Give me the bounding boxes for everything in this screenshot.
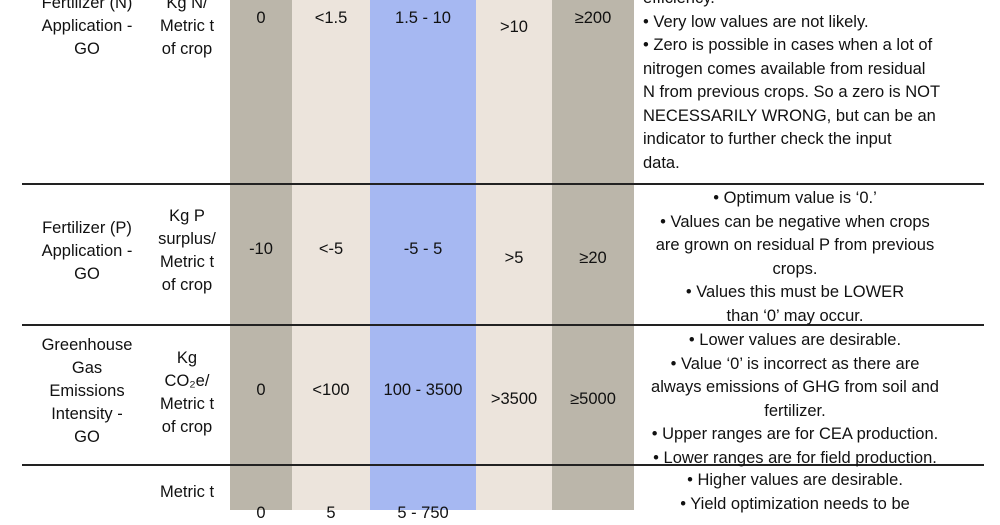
unit-line: CO₂e/ bbox=[164, 372, 210, 390]
unit-line: Kg P bbox=[169, 207, 205, 225]
unit-cell: Kg P surplus/ Metric t of crop bbox=[152, 201, 222, 301]
document-page: Fertilizer (N) Application - GO Kg N/ Me… bbox=[22, 0, 984, 522]
indicator-line: Fertilizer (N) bbox=[41, 0, 133, 12]
row-divider bbox=[22, 183, 984, 185]
value-cell-1: -10 bbox=[249, 239, 273, 258]
column-shade-2 bbox=[292, 0, 370, 510]
note-line: fertilizer. bbox=[764, 401, 826, 420]
value-cell-4: >3500 bbox=[490, 389, 538, 408]
unit-line: Metric t bbox=[159, 395, 215, 413]
value-cell-1: 0 bbox=[256, 8, 266, 27]
value-cell-4: >10 bbox=[500, 17, 528, 36]
unit-line: Kg bbox=[176, 349, 198, 367]
note-line: • Values can be negative when crops bbox=[660, 212, 930, 231]
column-shade-3 bbox=[370, 0, 476, 510]
notes-cell: • Higher values are desirable. • Yield o… bbox=[640, 469, 950, 516]
unit-cell: Metric t bbox=[152, 480, 222, 504]
value-cell-1: 0 bbox=[256, 380, 266, 399]
unit-cell: Kg CO₂e/ Metric t of crop bbox=[152, 343, 222, 443]
note-line: are grown on residual P from previous bbox=[655, 236, 935, 254]
indicator-line: Greenhouse bbox=[41, 335, 133, 354]
value-cell-1: 0 bbox=[256, 503, 266, 522]
unit-line: Kg N/ bbox=[166, 0, 208, 12]
value-cell-3: 1.5 - 10 bbox=[395, 8, 451, 27]
note-line: data. bbox=[643, 153, 680, 172]
note-line: • Values this must be LOWER bbox=[685, 283, 905, 301]
notes-cell: • Lower values are desirable. • Value ‘0… bbox=[640, 329, 950, 470]
note-line: efficiency. bbox=[643, 0, 953, 11]
unit-line: Metric t bbox=[159, 16, 215, 35]
note-line: • Optimum value is ‘0.’ bbox=[713, 189, 877, 207]
value-cell-2: <1.5 bbox=[314, 8, 348, 27]
indicator-line: Emissions bbox=[49, 381, 125, 400]
unit-line: of crop bbox=[161, 418, 213, 436]
note-line: NECESSARILY WRONG, but can be an bbox=[643, 106, 936, 125]
value-cell-2: <-5 bbox=[318, 239, 344, 258]
note-line: than ‘0’ may occur. bbox=[726, 306, 864, 325]
note-line: indicator to further check the input bbox=[643, 130, 892, 148]
value-cell-5: ≥20 bbox=[579, 248, 607, 267]
note-line: • Zero is possible in cases when a lot o… bbox=[643, 36, 933, 54]
note-line: N from previous crops. So a zero is NOT bbox=[643, 83, 941, 101]
row-divider bbox=[22, 464, 984, 466]
indicator-line: Fertilizer (P) bbox=[42, 218, 132, 237]
row-divider bbox=[22, 324, 984, 326]
value-cell-5: ≥200 bbox=[574, 8, 612, 27]
indicator-line: GO bbox=[74, 39, 100, 58]
note-line: • Very low values are not likely. bbox=[643, 12, 869, 31]
unit-cell: Kg N/ Metric t of crop bbox=[152, 0, 222, 62]
unit-line: Metric t bbox=[159, 482, 215, 501]
indicator-cell: Greenhouse Gas Emissions Intensity - GO bbox=[22, 333, 152, 449]
value-cell-2: <100 bbox=[312, 380, 350, 399]
note-line: crops. bbox=[772, 259, 818, 278]
indicator-line: GO bbox=[74, 264, 100, 283]
note-line: • Lower values are desirable. bbox=[688, 331, 902, 349]
note-line: • Yield optimization needs to be bbox=[680, 494, 910, 513]
column-shade-5 bbox=[552, 0, 634, 510]
column-shade-4 bbox=[476, 0, 552, 510]
notes-cell: efficiency. • Very low values are not li… bbox=[643, 0, 953, 175]
notes-cell: • Optimum value is ‘0.’ • Values can be … bbox=[640, 187, 950, 328]
unit-line: Metric t bbox=[159, 253, 215, 271]
value-cell-2: 5 bbox=[326, 503, 336, 522]
value-cell-3: 5 - 750 bbox=[397, 503, 449, 522]
value-cell-5: ≥5000 bbox=[570, 389, 616, 408]
indicator-cell: Fertilizer (P) Application - GO bbox=[22, 211, 152, 291]
unit-line: surplus/ bbox=[158, 230, 216, 248]
note-line: • Lower ranges are for field production. bbox=[653, 448, 937, 467]
value-cell-3: 100 - 3500 bbox=[383, 380, 463, 399]
note-line: • Higher values are desirable. bbox=[687, 471, 903, 489]
indicator-line: Gas bbox=[71, 358, 103, 377]
note-line: • Upper ranges are for CEA production. bbox=[651, 425, 939, 443]
note-line: always emissions of GHG from soil and bbox=[651, 378, 939, 396]
note-line: • Value ‘0’ is incorrect as there are bbox=[670, 354, 920, 373]
indicator-line: Application - bbox=[41, 16, 133, 35]
column-shade-1 bbox=[230, 0, 292, 510]
value-cell-4: >5 bbox=[504, 248, 524, 267]
indicator-cell: Fertilizer (N) Application - GO bbox=[22, 0, 152, 62]
indicator-line: GO bbox=[74, 427, 100, 446]
indicator-line: Application - bbox=[41, 241, 133, 260]
unit-line: of crop bbox=[161, 276, 213, 294]
unit-line: of crop bbox=[161, 39, 213, 58]
indicator-line: Intensity - bbox=[51, 404, 123, 423]
note-line: nitrogen comes available from residual bbox=[643, 59, 926, 78]
value-cell-3: -5 - 5 bbox=[403, 239, 443, 258]
